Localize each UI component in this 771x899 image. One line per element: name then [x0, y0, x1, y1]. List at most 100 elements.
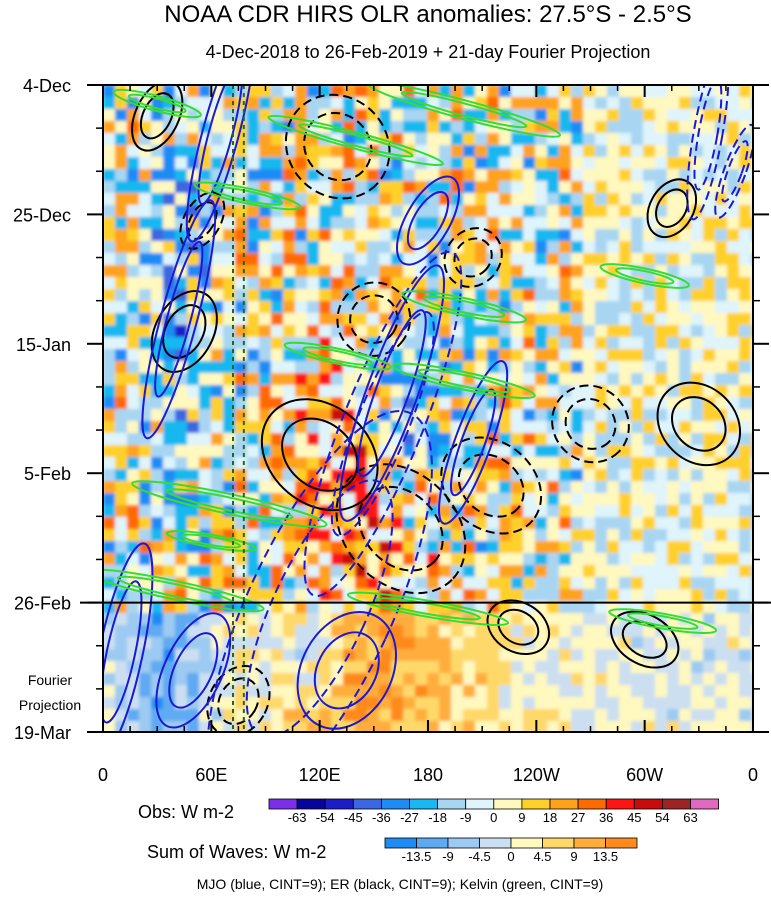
- anomaly-cell: [319, 277, 332, 290]
- anomaly-cell: [691, 253, 704, 266]
- anomaly-cell: [631, 145, 644, 158]
- anomaly-cell: [571, 277, 584, 290]
- anomaly-cell: [139, 373, 152, 386]
- colorbar-swatch: [465, 798, 495, 810]
- anomaly-cell: [499, 541, 512, 554]
- anomaly-cell: [679, 241, 692, 254]
- anomaly-cell: [595, 325, 608, 338]
- anomaly-cell: [367, 409, 380, 422]
- anomaly-cell: [499, 709, 512, 722]
- anomaly-cell: [103, 121, 116, 134]
- anomaly-cell: [271, 721, 284, 732]
- anomaly-cell: [607, 193, 620, 206]
- anomaly-cell: [703, 349, 716, 362]
- anomaly-cell: [103, 721, 116, 732]
- anomaly-cell: [115, 457, 128, 470]
- anomaly-cell: [211, 121, 224, 134]
- anomaly-cell: [463, 217, 476, 230]
- anomaly-cell: [103, 469, 116, 482]
- anomaly-cell: [439, 409, 452, 422]
- anomaly-cell: [343, 661, 356, 674]
- colorbar-swatch: [352, 798, 382, 810]
- anomaly-cell: [379, 313, 392, 326]
- anomaly-cell: [307, 721, 320, 732]
- anomaly-cell: [211, 517, 224, 530]
- anomaly-cell: [619, 517, 632, 530]
- anomaly-cell: [475, 529, 488, 542]
- anomaly-cell: [703, 529, 716, 542]
- anomaly-cell: [595, 181, 608, 194]
- anomaly-cell: [355, 241, 368, 254]
- anomaly-cell: [403, 613, 416, 626]
- anomaly-cell: [115, 289, 128, 302]
- anomaly-cell: [523, 709, 536, 722]
- anomaly-cell: [679, 253, 692, 266]
- anomaly-cell: [475, 697, 488, 710]
- anomaly-cell: [739, 517, 752, 530]
- anomaly-cell: [703, 541, 716, 554]
- anomaly-cell: [175, 169, 188, 182]
- anomaly-cell: [619, 85, 632, 98]
- anomaly-cell: [331, 661, 344, 674]
- anomaly-cell: [163, 85, 176, 98]
- colorbar-swatch: [384, 837, 417, 849]
- anomaly-cell: [703, 433, 716, 446]
- anomaly-cell: [415, 661, 428, 674]
- anomaly-cell: [463, 349, 476, 362]
- anomaly-cell: [595, 505, 608, 518]
- anomaly-cell: [571, 613, 584, 626]
- anomaly-cell: [307, 373, 320, 386]
- anomaly-cell: [643, 373, 656, 386]
- anomaly-cell: [499, 157, 512, 170]
- anomaly-cell: [103, 265, 116, 278]
- anomaly-cell: [199, 637, 212, 650]
- anomaly-cell: [259, 97, 272, 110]
- anomaly-cell: [679, 481, 692, 494]
- anomaly-cell: [247, 373, 260, 386]
- anomaly-cell: [703, 517, 716, 530]
- anomaly-cell: [163, 217, 176, 230]
- anomaly-cell: [403, 277, 416, 290]
- anomaly-cell: [511, 673, 524, 686]
- anomaly-cell: [703, 181, 716, 194]
- anomaly-cell: [511, 409, 524, 422]
- anomaly-cell: [391, 649, 404, 662]
- anomaly-cell: [667, 205, 680, 218]
- anomaly-cell: [691, 529, 704, 542]
- anomaly-cell: [571, 133, 584, 146]
- anomaly-cell: [571, 433, 584, 446]
- anomaly-cell: [547, 229, 560, 242]
- anomaly-cell: [619, 577, 632, 590]
- anomaly-cell: [151, 445, 164, 458]
- anomaly-cell: [271, 241, 284, 254]
- anomaly-cell: [715, 697, 728, 710]
- anomaly-cell: [691, 349, 704, 362]
- anomaly-cell: [343, 97, 356, 110]
- anomaly-cell: [583, 145, 596, 158]
- anomaly-cell: [235, 205, 248, 218]
- anomaly-cell: [523, 373, 536, 386]
- anomaly-cell: [187, 721, 200, 732]
- anomaly-cell: [691, 505, 704, 518]
- anomaly-cell: [115, 85, 128, 98]
- anomaly-cell: [451, 625, 464, 638]
- anomaly-cell: [619, 349, 632, 362]
- anomaly-cell: [271, 337, 284, 350]
- anomaly-cell: [511, 625, 524, 638]
- anomaly-cell: [151, 157, 164, 170]
- anomaly-cell: [367, 577, 380, 590]
- anomaly-cell: [319, 361, 332, 374]
- contour-er: [217, 677, 260, 726]
- anomaly-cell: [667, 121, 680, 134]
- anomaly-cell: [115, 181, 128, 194]
- anomaly-cell: [187, 637, 200, 650]
- anomaly-cell: [619, 709, 632, 722]
- anomaly-cell: [463, 133, 476, 146]
- anomaly-cell: [211, 133, 224, 146]
- anomaly-cell: [151, 373, 164, 386]
- anomaly-cell: [379, 421, 392, 434]
- anomaly-cell: [163, 169, 176, 182]
- anomaly-cell: [187, 277, 200, 290]
- anomaly-cell: [247, 277, 260, 290]
- anomaly-cell: [403, 181, 416, 194]
